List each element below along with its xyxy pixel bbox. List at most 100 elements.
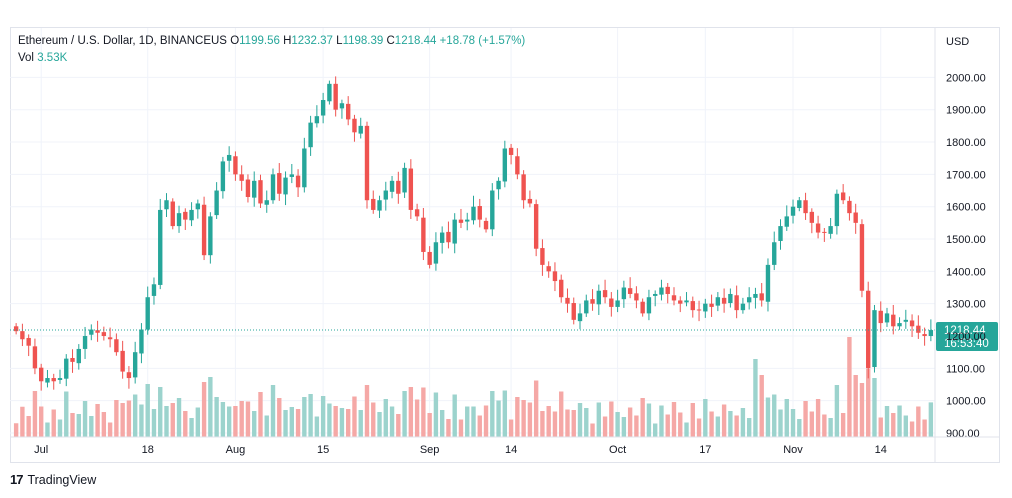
volume-bar	[621, 417, 627, 437]
candle-body	[421, 217, 426, 252]
candle-body	[264, 200, 269, 205]
volume-bar	[183, 411, 188, 437]
volume-bar	[552, 411, 558, 437]
candle-body	[584, 300, 589, 314]
volume-bar	[446, 419, 451, 437]
volume-bar	[803, 401, 808, 437]
candle-body	[465, 219, 470, 222]
candle-body	[565, 297, 570, 304]
last-price-tag	[936, 322, 998, 352]
candle-body	[295, 175, 301, 188]
candle-body	[659, 287, 664, 295]
candle-body	[126, 372, 132, 379]
candle-body	[678, 300, 683, 304]
volume-bar	[571, 410, 576, 437]
volume-bar	[64, 391, 69, 437]
candle-body	[891, 314, 896, 327]
candle-body	[183, 211, 188, 220]
volume-label: Vol	[18, 52, 34, 64]
candle-body	[364, 125, 370, 201]
volume-bar	[684, 422, 689, 437]
candle-body	[822, 231, 827, 233]
candle-body	[51, 378, 56, 382]
volume-bar	[828, 418, 833, 437]
candle-body	[20, 331, 25, 340]
brand-footer[interactable]: 17 TradingView	[10, 472, 96, 487]
volume-bar	[884, 406, 890, 437]
bar-countdown: 16:53:40	[944, 338, 989, 350]
candle-body	[339, 103, 345, 109]
volume-bar	[834, 385, 840, 437]
volume-bar	[502, 390, 508, 437]
volume-bar	[784, 399, 789, 437]
candle-body	[39, 367, 44, 382]
volume-bar	[916, 406, 921, 437]
chart-legend: Ethereum / U.S. Dollar, 1D, BINANCEUS O1…	[18, 35, 525, 47]
candle-body	[189, 209, 194, 221]
candle-body	[696, 309, 702, 311]
candle-body	[502, 148, 508, 182]
volume-bar	[772, 394, 777, 437]
candle-body	[414, 209, 420, 217]
candle-body	[201, 204, 207, 256]
candle-body	[640, 301, 645, 314]
candle-body	[258, 180, 263, 204]
time-tick-label: Nov	[783, 444, 803, 456]
price-candles	[13, 76, 934, 391]
volume-bar	[170, 403, 175, 437]
candle-body	[596, 290, 601, 305]
volume-bar	[659, 405, 664, 437]
volume-bar	[872, 378, 877, 437]
volume-bar	[295, 409, 301, 437]
low-value: 1198.39	[342, 35, 384, 47]
candle-body	[496, 180, 501, 190]
volume-bar	[778, 409, 783, 437]
symbol-title: Ethereum / U.S. Dollar, 1D, BINANCEUS	[18, 35, 227, 47]
volume-bar	[533, 380, 539, 437]
volume-bar	[452, 394, 457, 437]
volume-bar	[389, 406, 395, 437]
price-tick-label: 1400.00	[946, 266, 986, 278]
candle-body	[815, 223, 821, 233]
candle-body	[552, 271, 558, 282]
volume-bar	[13, 423, 19, 437]
volume-bar	[57, 419, 63, 437]
volume-bar	[546, 406, 551, 437]
volume-bar	[577, 403, 583, 437]
price-axis: 900.00 1000.00 1100.00 1200.00 1300.00 1400.0…	[10, 28, 1000, 462]
candle-body	[402, 167, 407, 193]
volume-bar	[627, 407, 633, 437]
candle-body	[684, 300, 689, 303]
time-tick-label: 15	[317, 444, 329, 456]
volume-bar	[590, 423, 595, 437]
candle-body	[828, 226, 833, 234]
candle-body	[214, 190, 219, 216]
volume-bar	[740, 408, 746, 437]
volume-bar	[39, 406, 44, 437]
candle-body	[627, 288, 633, 294]
candle-body	[809, 211, 815, 223]
volume-bar	[490, 391, 495, 437]
brand-label: TradingView	[27, 472, 97, 487]
volume-bar	[859, 383, 865, 437]
volume-bar	[308, 394, 313, 437]
price-tick-label: 2000.00	[946, 72, 986, 84]
volume-bar	[95, 404, 100, 437]
candle-body	[609, 298, 614, 307]
volume-bar	[76, 414, 81, 437]
candle-body	[834, 193, 840, 227]
volume-bar	[897, 405, 902, 437]
tradingview-logo-icon: 17	[10, 472, 24, 487]
volume-bar	[164, 406, 169, 437]
price-tick-label: 1000.00	[946, 396, 986, 408]
high-value: 1232.37	[291, 35, 333, 47]
candle-body	[653, 293, 658, 296]
time-tick-label: 18	[142, 444, 154, 456]
candle-body	[477, 206, 482, 220]
candle-body	[233, 156, 238, 175]
volume-bar	[302, 397, 307, 437]
volume-bar	[402, 391, 407, 437]
candle-body	[690, 301, 695, 311]
candle-body	[270, 174, 276, 201]
